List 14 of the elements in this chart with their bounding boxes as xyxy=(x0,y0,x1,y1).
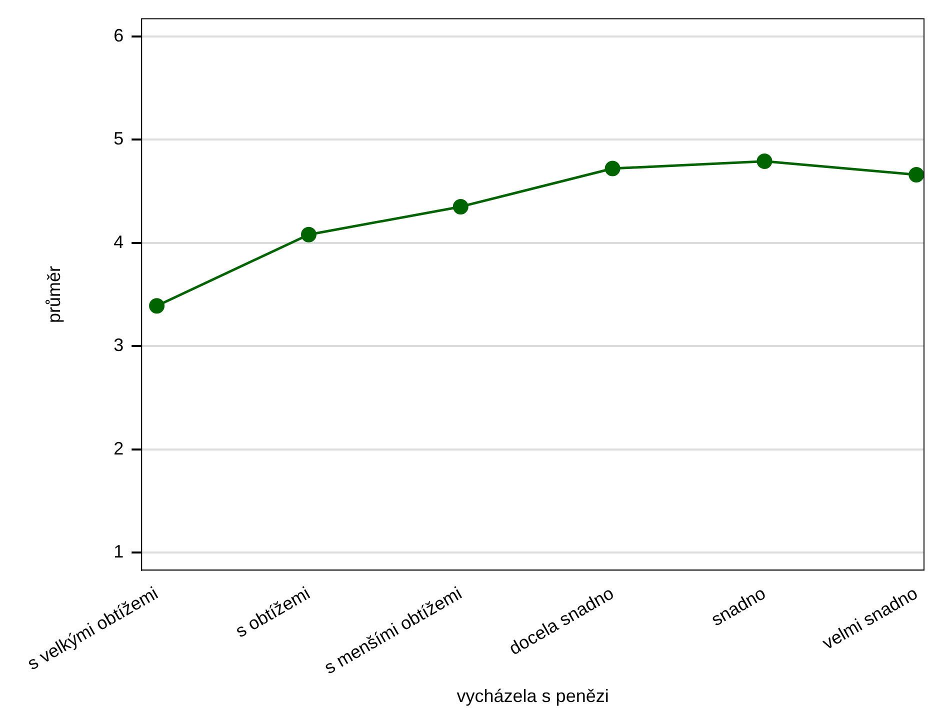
y-tick-label: 4 xyxy=(114,232,124,252)
point xyxy=(756,154,772,170)
y-tick-label: 1 xyxy=(114,542,124,562)
point xyxy=(908,166,924,182)
point xyxy=(300,226,316,242)
point xyxy=(149,298,165,314)
y-tick-label: 3 xyxy=(114,335,124,356)
x-axis-title: vycházela s penězi xyxy=(456,686,609,706)
y-tick-label: 2 xyxy=(114,438,124,458)
y-tick-label: 6 xyxy=(114,25,124,46)
point xyxy=(604,160,620,176)
point xyxy=(452,198,468,214)
y-tick-label: 5 xyxy=(114,128,124,149)
y-axis-title: průměr xyxy=(44,266,64,323)
